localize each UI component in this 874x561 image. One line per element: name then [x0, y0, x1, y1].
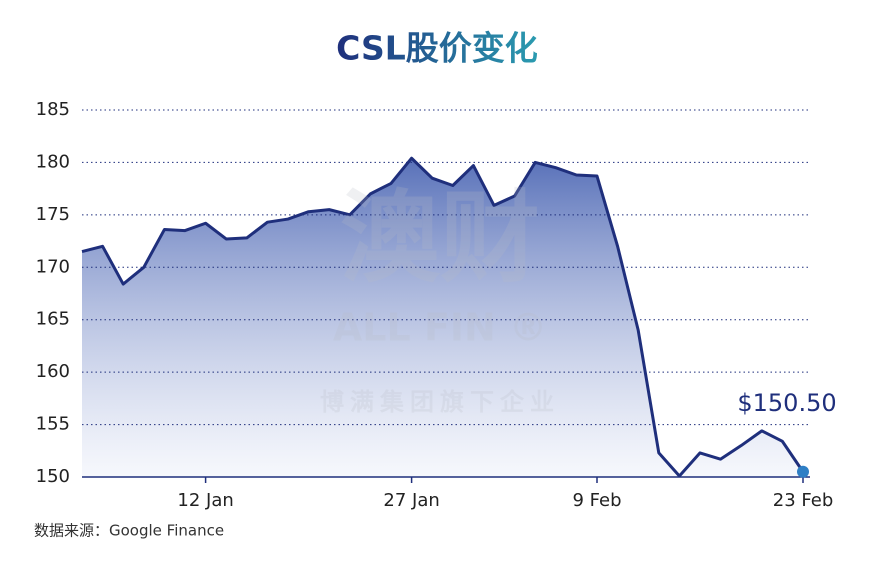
y-tick-label: 160 [36, 361, 70, 382]
x-tick-label: 9 Feb [572, 490, 621, 511]
y-tick-label: 175 [36, 204, 70, 225]
y-tick-label: 170 [36, 256, 70, 277]
watermark-tagline: 博满集团旗下企业 [320, 388, 560, 416]
watermark-brand: ALL FIN ® [333, 306, 547, 350]
line [81, 156, 805, 478]
x-tick-label: 23 Feb [773, 490, 834, 511]
source-note: 数据来源：Google Finance [34, 522, 224, 540]
chart-title: CSL股价变化 [336, 29, 538, 68]
end-dot [797, 465, 809, 478]
y-tick-label: 165 [36, 309, 70, 330]
x-tick-label: 27 Jan [383, 490, 439, 511]
y-tick-label: 180 [36, 151, 70, 172]
x-tick-label: 12 Jan [177, 490, 233, 511]
value-label: $150.50 [737, 389, 836, 417]
watermark: 澳财 ALL FIN ® 博满集团旗下企业 [320, 179, 560, 416]
y-tick-label: 185 [36, 99, 70, 120]
area [82, 158, 803, 477]
watermark-logo: 澳财 [340, 179, 540, 296]
y-tick-label: 155 [36, 414, 70, 435]
y-tick-label: 150 [36, 466, 70, 487]
